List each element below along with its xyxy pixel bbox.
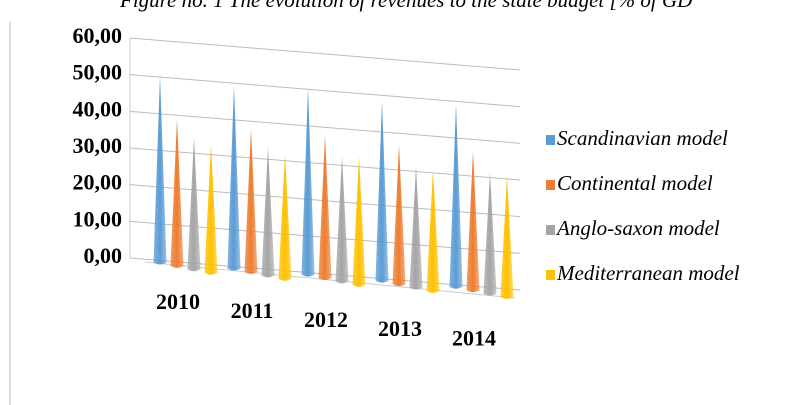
y-tick-label: 40,00 [73, 96, 123, 121]
grid-line [129, 37, 521, 71]
legend-label: Scandinavian model [557, 126, 728, 150]
cone [466, 150, 480, 293]
cone [318, 135, 332, 280]
cone [352, 156, 366, 287]
cone [227, 85, 241, 271]
legend-label: Anglo-saxon model [555, 216, 720, 240]
x-tick-label: 2011 [231, 298, 274, 323]
cone [426, 169, 440, 293]
cone [375, 101, 389, 283]
grid-line [129, 74, 521, 108]
legend-swatch [546, 225, 555, 235]
y-tick-label: 20,00 [73, 170, 123, 195]
cone [153, 75, 167, 265]
x-tick-label: 2010 [156, 289, 200, 314]
cone [449, 103, 463, 289]
x-tick-label: 2012 [304, 307, 348, 332]
legend-swatch [546, 270, 555, 280]
x-tick-label: 2014 [452, 325, 496, 350]
cone [204, 144, 218, 275]
cone [483, 172, 497, 296]
chart-title: Figure no. 1 The evolution of revenues t… [119, 0, 692, 12]
cone [409, 166, 423, 290]
cone [392, 144, 406, 287]
cone [187, 137, 201, 272]
legend-swatch [546, 180, 555, 190]
cone [170, 119, 184, 268]
legend-label: Mediterranean model [556, 261, 740, 285]
legend-swatch [546, 135, 555, 145]
legend-label: Continental model [557, 171, 713, 195]
cone [301, 87, 315, 277]
y-tick-label: 30,00 [73, 133, 123, 158]
y-tick-label: 60,00 [73, 23, 123, 48]
cone [335, 156, 349, 284]
y-tick-label: 50,00 [73, 60, 123, 85]
cone [500, 175, 514, 299]
cone [261, 146, 275, 278]
cone [244, 128, 258, 274]
y-tick-label: 10,00 [73, 206, 123, 231]
x-tick-label: 2013 [378, 316, 422, 341]
y-tick-label: 0,00 [84, 243, 123, 268]
cone [278, 154, 292, 281]
